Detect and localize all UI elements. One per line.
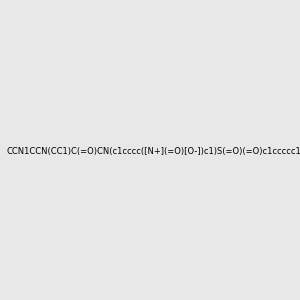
Text: CCN1CCN(CC1)C(=O)CN(c1cccc([N+](=O)[O-])c1)S(=O)(=O)c1ccccc1: CCN1CCN(CC1)C(=O)CN(c1cccc([N+](=O)[O-])… <box>6 147 300 156</box>
